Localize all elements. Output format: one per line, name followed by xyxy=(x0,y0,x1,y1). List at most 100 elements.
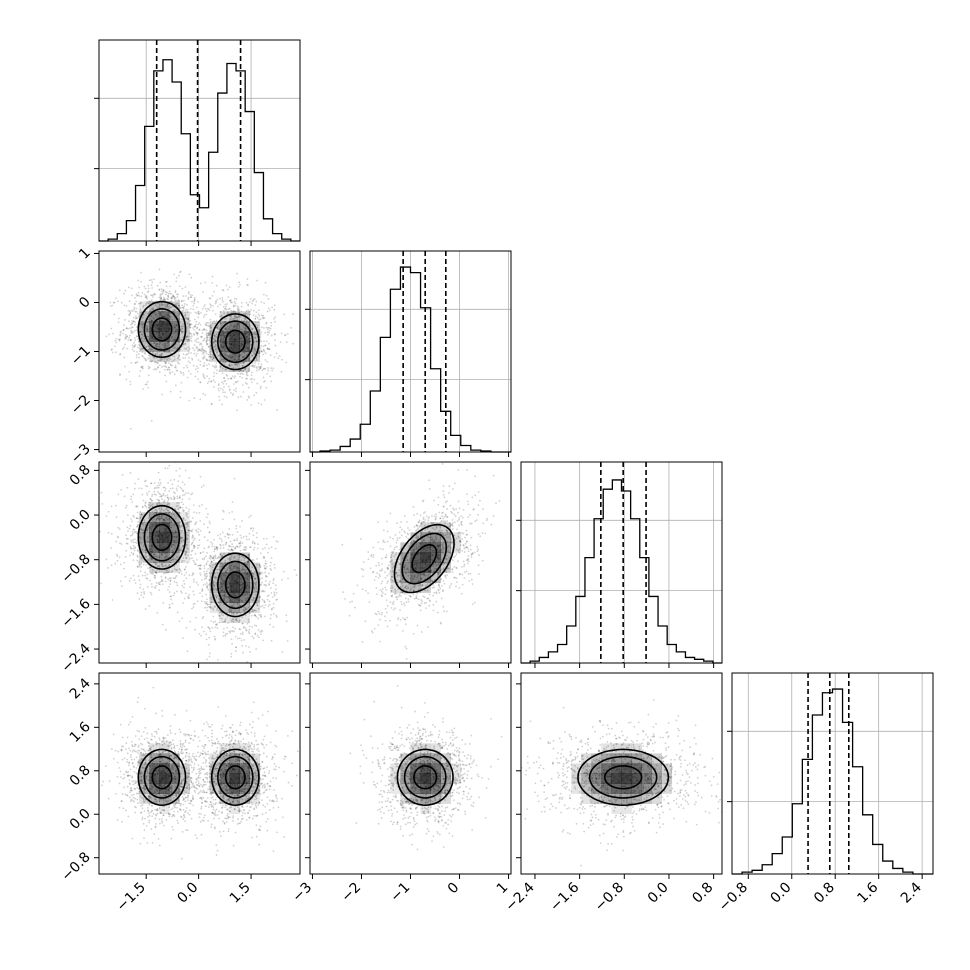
scatter-point xyxy=(119,563,122,566)
scatter-point xyxy=(407,600,410,603)
scatter-point xyxy=(198,505,201,508)
scatter-point xyxy=(171,558,174,561)
scatter-point xyxy=(198,349,201,351)
scatter-point xyxy=(133,538,136,540)
density-cell xyxy=(169,552,180,563)
scatter-point xyxy=(184,286,187,289)
scatter-point xyxy=(237,315,240,318)
scatter-point xyxy=(145,327,148,330)
scatter-point xyxy=(174,384,177,387)
scatter-point xyxy=(169,318,172,321)
scatter-point xyxy=(206,582,208,584)
scatter-point xyxy=(261,581,264,584)
scatter-point xyxy=(214,587,217,590)
scatter-point xyxy=(151,294,154,297)
scatter-point xyxy=(270,592,273,594)
scatter-point xyxy=(170,297,173,299)
scatter-point xyxy=(221,509,224,512)
scatter-point xyxy=(236,364,239,367)
scatter-point xyxy=(183,483,186,486)
scatter-point xyxy=(168,490,171,492)
scatter-point xyxy=(162,492,165,495)
scatter-point xyxy=(249,378,252,381)
scatter-point xyxy=(163,500,166,503)
scatter-point xyxy=(437,503,440,506)
scatter-point xyxy=(243,312,246,315)
scatter-point xyxy=(212,585,215,587)
scatter-point xyxy=(211,545,213,548)
scatter-point xyxy=(172,558,174,561)
scatter-point xyxy=(178,302,180,305)
scatter-point xyxy=(409,549,412,552)
scatter-point xyxy=(165,281,167,283)
scatter-point xyxy=(448,485,451,487)
scatter-point xyxy=(138,564,141,567)
scatter-point xyxy=(136,517,138,520)
scatter-point xyxy=(207,546,210,549)
scatter-point xyxy=(222,309,225,312)
scatter-point xyxy=(187,292,190,295)
density-cell xyxy=(249,602,261,614)
scatter-point xyxy=(179,568,182,571)
scatter-point xyxy=(442,533,445,536)
scatter-point xyxy=(212,356,215,359)
scatter-point xyxy=(258,368,260,371)
scatter-point xyxy=(220,358,223,361)
scatter-point xyxy=(147,504,150,507)
scatter-point xyxy=(198,328,201,331)
scatter-point xyxy=(254,614,256,617)
scatter-point xyxy=(207,584,209,586)
scatter-point xyxy=(242,548,245,551)
scatter-point xyxy=(267,551,269,554)
scatter-point xyxy=(263,340,265,343)
scatter-point xyxy=(169,580,172,582)
hist-panel-0 xyxy=(94,39,301,246)
scatter-point xyxy=(200,343,203,346)
scatter-point xyxy=(158,288,161,291)
scatter-point xyxy=(124,343,126,346)
scatter-point xyxy=(229,631,232,634)
scatter-point xyxy=(180,530,183,532)
scatter-point xyxy=(127,286,130,289)
scatter-point xyxy=(207,332,210,335)
scatter-point xyxy=(278,355,281,358)
scatter-point xyxy=(164,345,167,348)
scatter-point xyxy=(193,344,196,347)
scatter-point xyxy=(457,549,460,552)
scatter-point xyxy=(148,511,151,514)
scatter-point xyxy=(257,362,260,365)
scatter-point xyxy=(154,563,157,566)
scatter-point xyxy=(239,604,242,607)
scatter-point xyxy=(205,573,207,575)
scatter-point xyxy=(214,554,217,557)
scatter-point xyxy=(169,372,172,375)
density-cell xyxy=(149,542,160,553)
scatter-point xyxy=(191,541,194,544)
scatter-point xyxy=(168,464,171,467)
scatter-point xyxy=(135,329,137,332)
scatter-point xyxy=(130,338,133,341)
scatter-point xyxy=(230,545,232,548)
scatter-point xyxy=(212,615,215,618)
scatter-point xyxy=(150,572,152,575)
scatter-point xyxy=(257,543,259,546)
scatter-point xyxy=(398,594,401,596)
scatter-point xyxy=(410,540,413,543)
scatter-point xyxy=(225,396,228,399)
scatter-point xyxy=(205,350,208,353)
scatter-point xyxy=(159,493,162,496)
scatter-point xyxy=(218,612,221,615)
scatter-point xyxy=(223,594,226,597)
scatter-point xyxy=(208,345,210,348)
scatter-point xyxy=(212,582,215,585)
scatter-point xyxy=(131,520,133,523)
scatter-point xyxy=(247,370,250,372)
scatter-point xyxy=(235,298,238,301)
scatter-point xyxy=(196,547,199,549)
scatter-point xyxy=(273,356,276,359)
scatter-point xyxy=(445,558,448,561)
scatter-point xyxy=(124,336,127,339)
scatter-point xyxy=(257,617,260,620)
scatter-point xyxy=(270,324,273,327)
scatter-point xyxy=(244,368,246,371)
